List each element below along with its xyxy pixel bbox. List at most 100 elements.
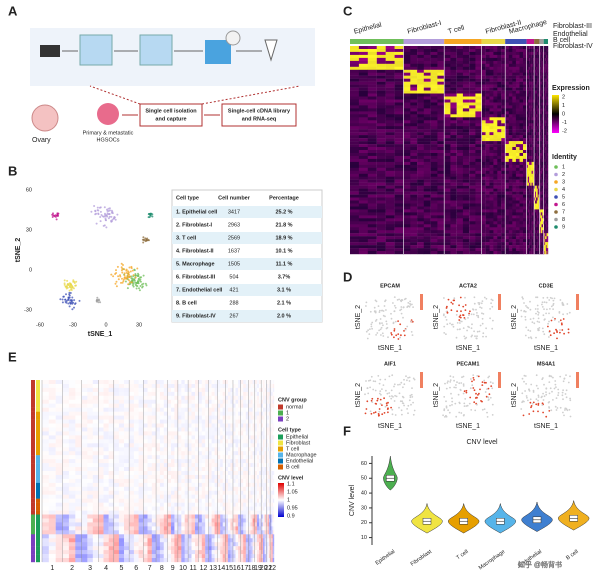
heat-cell (456, 141, 464, 145)
cnv-cell (254, 380, 258, 385)
heat-cell (545, 111, 546, 115)
cnv-cell (238, 380, 241, 385)
heat-cell (545, 117, 547, 121)
cell-point (565, 407, 567, 410)
panel-letter: E (8, 349, 17, 364)
heat-cell (530, 49, 532, 53)
heat-cell (531, 248, 533, 252)
heat-cell (537, 99, 539, 103)
heat-cell (475, 206, 482, 210)
heat-cell (493, 206, 498, 210)
heat-cell (376, 114, 386, 118)
cell-point (476, 403, 478, 406)
heat-cell (527, 161, 530, 166)
heat-cell (376, 203, 386, 207)
heat-cell (530, 251, 532, 255)
cell-point (73, 299, 76, 302)
heat-cell (545, 72, 547, 76)
cell-point (400, 312, 403, 315)
heat-cell (501, 200, 506, 204)
heat-cell (450, 96, 457, 100)
heat-cell (535, 81, 537, 85)
heat-cell (485, 66, 490, 70)
heat-cell (493, 111, 498, 115)
heat-cell (532, 182, 535, 186)
heat-cell (545, 147, 547, 151)
heat-cell (417, 111, 425, 115)
heat-cell (493, 233, 498, 237)
heat-cell (450, 185, 457, 189)
heat-cell (501, 221, 506, 225)
heat-cell (475, 54, 482, 59)
cell-point (527, 336, 530, 339)
y-tick-label: 0 (29, 267, 32, 273)
heat-cell (489, 227, 494, 231)
heat-cell (437, 194, 445, 198)
cell-point (378, 322, 381, 324)
heat-cell (437, 135, 445, 139)
heat-cell (462, 215, 470, 219)
heat-cell (539, 147, 541, 151)
heat-cell (539, 51, 541, 56)
cell-point (126, 287, 129, 290)
heat-cell (417, 194, 425, 198)
heat-cell (529, 63, 531, 67)
heat-cell (540, 111, 542, 115)
table-cell: 8. B cell (176, 300, 197, 306)
heat-cell (547, 93, 549, 97)
heat-cell (358, 144, 368, 148)
heat-cell (531, 72, 533, 76)
cell-point (548, 330, 551, 332)
cell-point (527, 329, 530, 332)
heat-cell (515, 54, 520, 59)
heat-cell (358, 90, 368, 94)
heat-cell (539, 120, 541, 124)
heat-cell (350, 251, 360, 255)
heat-cell (430, 194, 438, 198)
heat-cell (515, 135, 520, 139)
heat-cell (497, 117, 502, 121)
table-cell: 1505 (228, 261, 240, 267)
heat-cell (519, 105, 524, 109)
heat-cell (376, 117, 386, 121)
cell-point (448, 411, 451, 414)
heat-cell (531, 203, 533, 207)
heat-cell (350, 233, 360, 237)
heat-cell (385, 158, 395, 163)
heat-cell (358, 209, 368, 213)
cell-point (95, 222, 98, 225)
heat-cell (540, 129, 542, 133)
table-cell: 10.1 % (275, 248, 292, 254)
heat-cell (423, 46, 431, 50)
heat-cell (542, 236, 544, 240)
heat-cell (497, 102, 502, 106)
cell-point (543, 333, 546, 336)
cell-point (527, 399, 529, 402)
heat-cell (417, 51, 425, 56)
heat-cell (539, 176, 541, 180)
heat-cell (535, 102, 537, 106)
heat-cell (475, 153, 482, 157)
cell-point (557, 394, 559, 397)
heat-cell (515, 81, 520, 85)
heat-cell (540, 218, 542, 222)
heat-cell (531, 218, 533, 222)
heat-cell (403, 60, 411, 65)
heat-cell (531, 99, 533, 103)
heat-cell (350, 206, 360, 210)
heat-cell (376, 54, 386, 59)
heat-cell (527, 179, 530, 183)
heat-cell (529, 90, 531, 94)
heat-cell (530, 102, 532, 106)
heat-cell (469, 218, 476, 222)
heat-cell (437, 63, 445, 67)
cell-point (380, 326, 383, 329)
cnv-cell (225, 380, 229, 385)
cell-point (537, 313, 540, 316)
heat-cell (430, 126, 438, 130)
heat-cell (462, 66, 470, 70)
cell-point (447, 409, 449, 412)
heat-cell (385, 117, 395, 121)
cell-point (526, 396, 528, 399)
heat-cell (535, 212, 537, 216)
